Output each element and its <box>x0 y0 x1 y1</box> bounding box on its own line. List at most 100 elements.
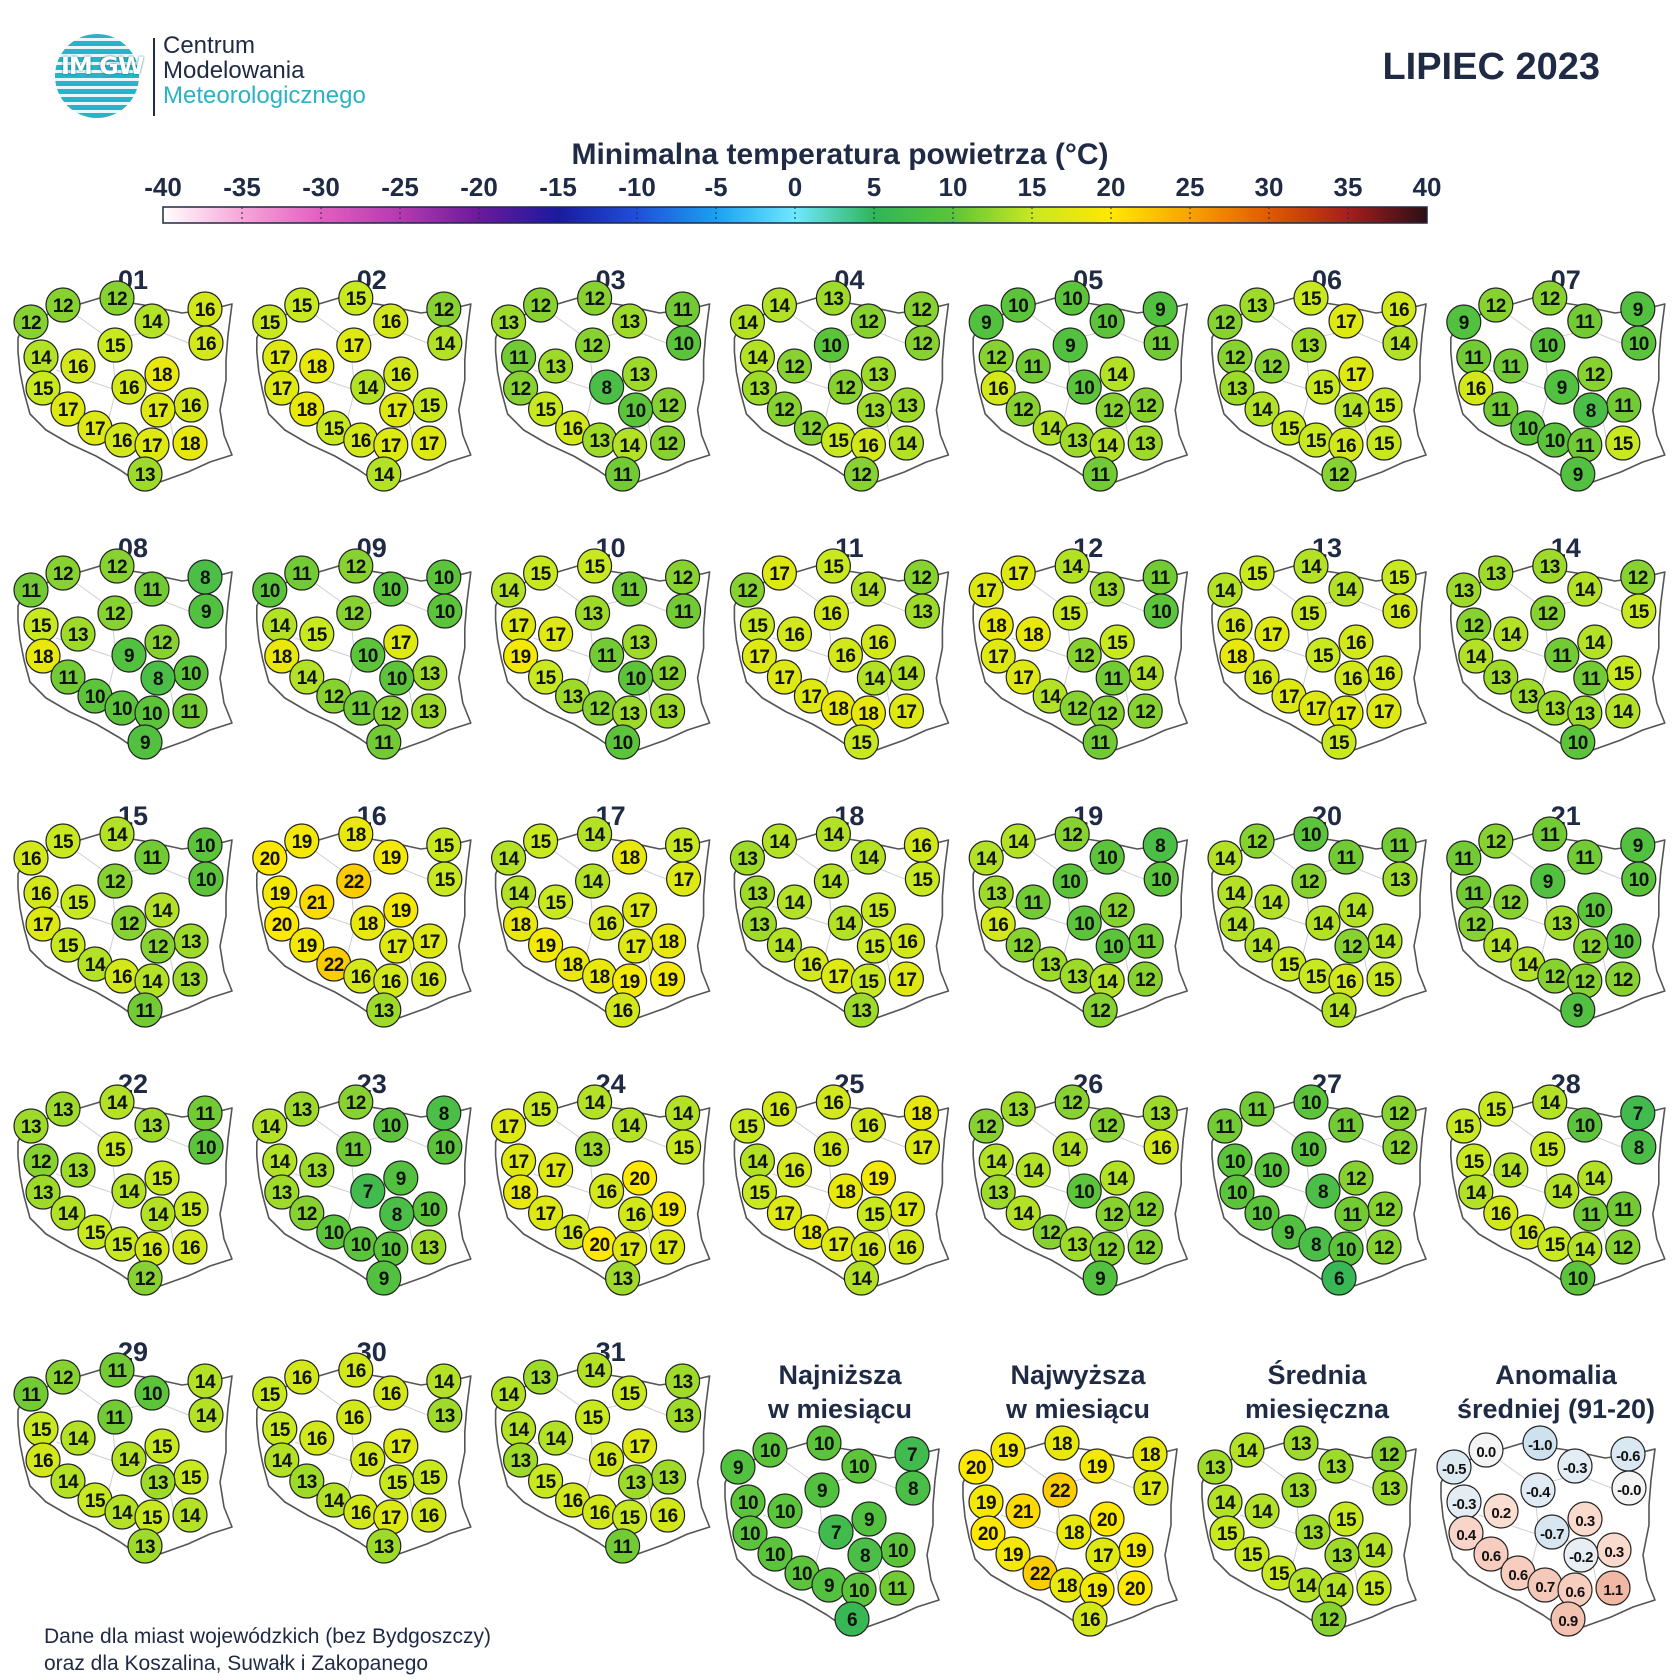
colorbar-tick-label: 5 <box>867 172 881 202</box>
city-marker <box>1366 693 1402 729</box>
city-marker <box>1143 861 1179 897</box>
city-value-label: 15 <box>1299 604 1320 625</box>
city-marker <box>850 571 887 607</box>
city-value-label: 16 <box>1390 602 1410 623</box>
city-value-label: 15 <box>749 1183 770 1204</box>
city-marker <box>1458 1174 1494 1210</box>
city-marker <box>1458 370 1494 406</box>
city-value-label: 12 <box>105 872 125 893</box>
city-value-label: 14 <box>784 893 805 914</box>
city-marker <box>50 659 86 695</box>
city-marker <box>1493 616 1529 652</box>
city-value-label: 10 <box>196 1138 216 1159</box>
city-marker <box>1254 616 1290 652</box>
city-value-label: 13 <box>583 604 603 625</box>
city-marker <box>1244 1195 1280 1231</box>
city-marker <box>523 1359 559 1395</box>
city-value-label: 12 <box>1062 1093 1082 1114</box>
city-value-label: 15 <box>531 832 552 853</box>
city-marker <box>97 1399 133 1435</box>
city-marker <box>427 325 463 361</box>
city-value-label: 14 <box>1365 1541 1386 1562</box>
city-value-label: 14 <box>1062 557 1083 578</box>
city-marker <box>338 1084 374 1120</box>
city-value-label: 16 <box>21 849 41 870</box>
city-marker <box>373 303 409 339</box>
city-value-label: 15 <box>435 870 456 891</box>
city-value-label: 10 <box>112 699 132 720</box>
city-marker <box>968 572 1004 608</box>
city-marker <box>834 1601 870 1637</box>
city-value-label: 10 <box>435 602 455 623</box>
city-value-label: 10 <box>775 1502 795 1523</box>
city-value-label: 18 <box>272 647 292 668</box>
city-value-label: 12 <box>835 378 855 399</box>
city-value-label: 12 <box>1074 646 1094 667</box>
city-value-label: 14 <box>747 1152 768 1173</box>
city-marker <box>127 1528 163 1564</box>
city-marker <box>575 1399 611 1435</box>
city-marker <box>503 638 539 674</box>
city-value-label: 15 <box>346 289 367 310</box>
city-value-label: 16 <box>801 955 821 976</box>
city-value-label: 14 <box>358 378 379 399</box>
city-value-label: 13 <box>626 1473 646 1494</box>
city-marker <box>144 624 180 660</box>
city-value-label: 14 <box>1346 901 1367 922</box>
city-value-label: 13 <box>749 379 769 400</box>
city-value-label: 11 <box>1501 357 1521 378</box>
city-marker <box>1560 724 1596 760</box>
city-value-label: 18 <box>307 357 327 378</box>
colorbar-tick-label: -30 <box>302 172 340 202</box>
city-marker <box>1328 303 1364 339</box>
city-marker <box>134 1107 170 1143</box>
city-value-label: 6 <box>847 1610 857 1631</box>
city-value-label: 16 <box>344 1408 364 1429</box>
city-marker <box>815 1084 852 1120</box>
city-value-label: 14 <box>119 1182 140 1203</box>
city-marker <box>612 303 648 339</box>
city-marker <box>1382 861 1418 897</box>
city-value-label: 15 <box>1538 1140 1559 1161</box>
city-marker <box>666 325 702 361</box>
city-marker <box>383 356 419 392</box>
city-marker <box>589 1441 625 1477</box>
city-value-label: 16 <box>112 967 132 988</box>
city-marker <box>1577 356 1613 392</box>
city-value-label: 20 <box>630 1169 650 1190</box>
city-marker <box>366 992 402 1028</box>
city-value-label: 20 <box>978 1524 998 1545</box>
city-marker <box>1560 1260 1596 1296</box>
city-value-label: 10 <box>1299 1140 1319 1161</box>
city-value-label: 16 <box>897 932 917 953</box>
city-value-label: 13 <box>148 1473 168 1494</box>
city-marker <box>111 905 147 941</box>
city-marker <box>813 595 850 631</box>
city-value-label: 10 <box>740 1524 760 1545</box>
city-value-label: 14 <box>896 434 917 455</box>
summary-title: Średnia <box>1267 1359 1367 1390</box>
city-value-label: 10 <box>1262 1161 1282 1182</box>
colorbar-tick-label: 25 <box>1176 172 1205 202</box>
city-marker <box>605 1528 641 1564</box>
city-marker <box>252 1108 288 1144</box>
city-marker <box>427 593 463 629</box>
city-marker <box>1015 348 1051 384</box>
city-value-label: 12 <box>1062 825 1082 846</box>
city-marker <box>577 816 613 852</box>
city-marker <box>1079 1448 1115 1484</box>
city-value-label: 10 <box>1629 334 1649 355</box>
city-value-label: 9 <box>1459 313 1469 334</box>
colorbar-tick-label: -35 <box>223 172 261 202</box>
city-value-label: 19 <box>391 901 411 922</box>
city-value-label: 14 <box>1227 915 1248 936</box>
city-marker <box>1530 327 1566 363</box>
city-marker <box>815 816 852 852</box>
city-value-label: 12 <box>659 664 679 685</box>
city-value-label: 15 <box>1336 1510 1357 1531</box>
city-marker <box>1338 1160 1374 1196</box>
city-marker <box>127 992 163 1028</box>
city-value-label: 15 <box>828 431 849 452</box>
